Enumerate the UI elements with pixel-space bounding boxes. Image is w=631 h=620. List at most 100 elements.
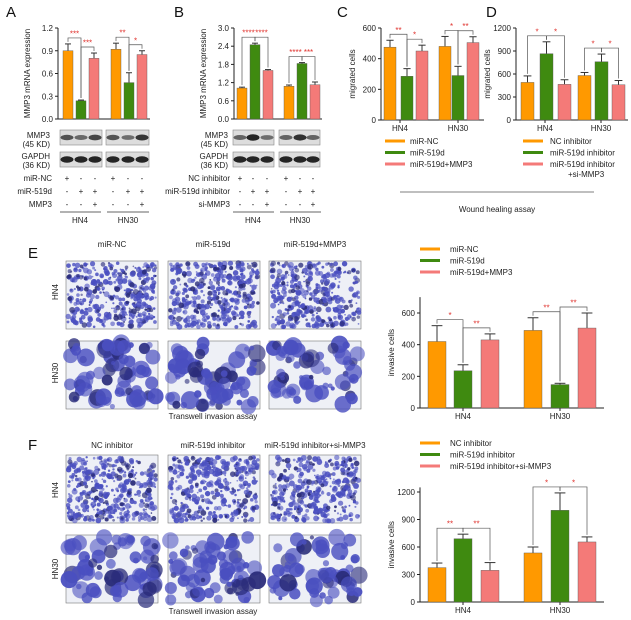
stained-cell (173, 307, 177, 311)
significance-label: ** (473, 319, 479, 328)
blot-band (135, 134, 149, 141)
stained-cell (291, 325, 294, 328)
stained-cell (113, 268, 118, 274)
sign-mark: + (93, 187, 98, 196)
stained-cell (170, 278, 177, 285)
bar (453, 538, 473, 603)
stained-cell (348, 504, 351, 507)
stained-cell (210, 273, 215, 277)
stained-cell (225, 317, 231, 324)
stained-cell (144, 499, 147, 502)
stained-cell (153, 473, 158, 478)
y-tick-label: 600 (363, 24, 377, 33)
stained-cell (288, 468, 290, 471)
stained-cell (189, 488, 194, 494)
stained-cell (337, 266, 342, 271)
stained-cell (201, 368, 211, 378)
stained-cell (249, 516, 255, 522)
column-title: NC inhibitor (91, 441, 133, 450)
stained-cell (112, 518, 115, 522)
stained-cell (190, 286, 196, 292)
stained-cell (89, 298, 94, 303)
stained-cell (232, 475, 234, 478)
stained-cell (235, 461, 239, 465)
stained-cell (109, 403, 115, 410)
stained-cell (141, 293, 144, 296)
stained-cell (327, 459, 331, 463)
sign-mark: + (238, 174, 243, 183)
stained-cell (232, 270, 239, 276)
stained-cell (221, 277, 224, 280)
mmp3-label: MMP3 (205, 131, 229, 140)
stained-cell (292, 284, 296, 288)
stained-cell (310, 317, 316, 322)
bar (577, 541, 597, 603)
stained-cell (82, 298, 87, 303)
micrograph (267, 528, 368, 608)
stained-cell (99, 460, 104, 466)
stained-cell (168, 468, 173, 473)
stained-cell (147, 312, 151, 316)
stained-cell (186, 518, 189, 521)
stained-cell (102, 479, 107, 484)
stained-cell (325, 262, 329, 266)
stained-cell (277, 291, 281, 295)
stained-cell (112, 294, 116, 298)
group-label-hn30: HN30 (290, 216, 311, 225)
stained-cell (148, 469, 151, 472)
stained-cell (99, 273, 105, 279)
y-tick-label: 900 (498, 47, 512, 56)
stained-cell (170, 290, 175, 295)
stained-cell (242, 294, 248, 300)
stained-cell (332, 478, 335, 481)
stained-cell (322, 366, 331, 376)
stained-cell (224, 270, 227, 273)
stained-cell (67, 515, 72, 520)
stained-cell (222, 302, 226, 307)
stained-cell (293, 466, 298, 471)
stained-cell (83, 310, 89, 316)
stained-cell (350, 462, 354, 467)
stained-cell (85, 507, 89, 511)
stained-cell (216, 323, 220, 327)
stained-cell (142, 511, 148, 516)
stained-cell (121, 308, 124, 311)
stained-cell (128, 458, 134, 464)
stained-cell (289, 532, 305, 547)
stained-cell (206, 321, 212, 326)
stained-cell (107, 511, 112, 515)
stained-cell (91, 480, 93, 483)
stained-cell (270, 302, 277, 309)
stained-cell (302, 294, 307, 299)
stained-cell (180, 575, 188, 582)
stained-cell (99, 514, 105, 520)
stained-cell (230, 512, 234, 516)
stained-cell (110, 321, 115, 327)
stained-cell (213, 594, 223, 604)
stained-cell (173, 316, 176, 320)
stained-cell (200, 519, 203, 522)
stained-cell (316, 516, 320, 520)
stained-cell (297, 457, 302, 461)
stained-cell (81, 470, 85, 474)
stained-cell (181, 291, 185, 296)
y-tick-label: 200 (402, 372, 416, 381)
stained-cell (168, 551, 178, 561)
stained-cell (312, 307, 317, 312)
stained-cell (245, 299, 250, 305)
stained-cell (281, 516, 288, 522)
stained-cell (211, 289, 218, 296)
stained-cell (241, 516, 244, 518)
bar (383, 46, 397, 121)
stained-cell (344, 466, 347, 468)
stained-cell (208, 480, 214, 486)
stained-cell (171, 300, 177, 307)
stained-cell (230, 310, 237, 316)
significance-bracket (546, 35, 565, 78)
stained-cell (89, 261, 96, 267)
stained-cell (191, 513, 196, 519)
stained-cell (256, 458, 260, 462)
blot-group-labels: HN4 HN30 HN4 HN30 (60, 211, 321, 225)
stained-cell (212, 510, 216, 515)
